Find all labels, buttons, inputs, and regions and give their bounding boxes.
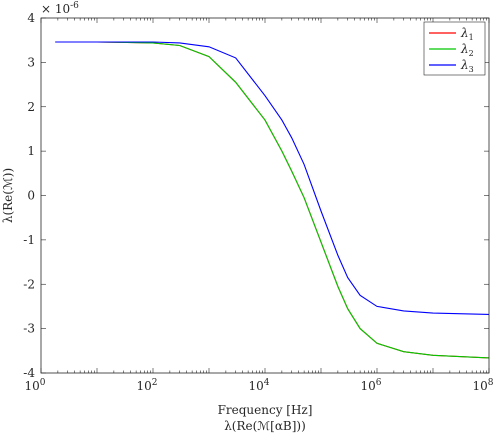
y-axis-label: λ(Re(ℳ)): [1, 168, 15, 223]
y-exponent-label: × 10-6: [41, 1, 79, 16]
legend-entry-λ1: λ1: [460, 26, 474, 42]
y-tick-label: -3: [23, 322, 35, 336]
x-tick-label: 100: [24, 378, 45, 393]
series-line-λ2: [55, 41, 490, 359]
y-tick-label: -2: [23, 277, 35, 291]
x-tick-label: 102: [136, 378, 157, 393]
y-tick-label: 2: [27, 100, 35, 114]
y-tick-label: -1: [23, 233, 35, 247]
legend-entry-λ2: λ2: [460, 42, 474, 58]
y-tick-label: -4: [23, 366, 35, 380]
x-axis-label: Frequency [Hz]: [218, 403, 313, 417]
y-tick-label: 4: [27, 11, 35, 25]
plot-area: [41, 18, 489, 373]
legend-entry-λ3: λ3: [460, 58, 474, 74]
series-line-λ3: [55, 41, 490, 315]
y-tick-label: 1: [27, 144, 35, 158]
chart-title: λ(Re(ℳ[αB])): [224, 419, 306, 433]
x-tick-label: 104: [248, 378, 269, 393]
x-tick-label: 106: [360, 378, 381, 393]
y-tick-label: 0: [27, 189, 35, 203]
y-tick-label: 3: [27, 55, 35, 69]
x-tick-label: 108: [472, 378, 493, 393]
